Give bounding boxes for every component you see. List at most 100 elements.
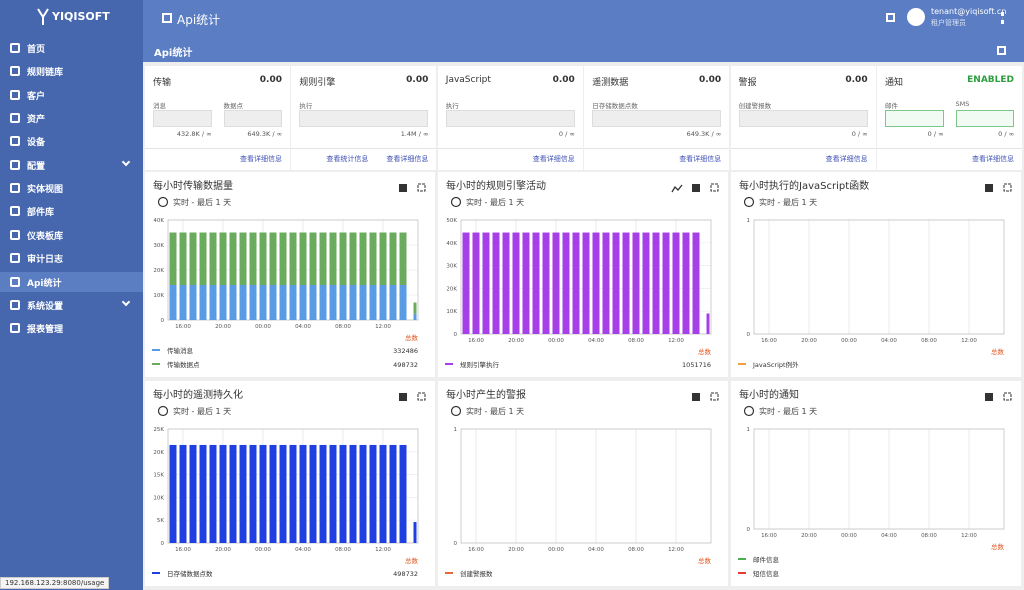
total-label: 总数 <box>405 556 419 565</box>
bar <box>512 232 520 334</box>
bar <box>259 285 267 320</box>
usage-text: 0 / ∞ <box>851 130 868 138</box>
bar-icon <box>985 184 993 192</box>
y-tick-label: 1 <box>747 427 751 433</box>
y-tick-label: 30K <box>153 243 164 249</box>
sidebar-label: 系统设置 <box>27 301 64 312</box>
y-tick-label: 20K <box>153 450 164 456</box>
sidebar-item[interactable]: 部件库 <box>0 201 143 221</box>
sidebar-item[interactable]: 仪表板库 <box>0 225 143 245</box>
usage-bar <box>299 110 429 127</box>
plot-frame <box>753 219 1005 335</box>
bar <box>379 232 387 285</box>
y-tick-label: 10K <box>153 495 164 501</box>
usage-card: 规则引擎 0.00 执行 1.4M / ∞ 查看统计信息 查看详细信息 <box>291 66 437 170</box>
sidebar-item[interactable]: 设备 <box>0 131 143 151</box>
sidebar-icon <box>10 136 20 147</box>
usage-bar <box>738 110 868 127</box>
sidebar-item[interactable]: 报表管理 <box>0 318 143 338</box>
sidebar-item[interactable]: 审计日志 <box>0 248 143 268</box>
sidebar-item[interactable]: 实体视图 <box>0 178 143 198</box>
card-link[interactable]: 查看详细信息 <box>532 155 575 163</box>
card-link[interactable]: 查看详细信息 <box>240 155 282 163</box>
fullscreen-icon <box>417 183 426 192</box>
bar <box>572 232 580 334</box>
x-tick-label: 16:00 <box>175 547 191 553</box>
x-tick-label: 08:00 <box>628 338 644 344</box>
fullscreen-icon <box>1003 183 1012 192</box>
bar <box>622 232 630 334</box>
bar <box>359 285 367 320</box>
bar <box>612 232 620 334</box>
x-tick-label: 04:00 <box>295 324 311 330</box>
bar <box>413 313 417 320</box>
clock-icon <box>743 196 755 208</box>
menu-dots[interactable] <box>1001 12 1004 24</box>
chart-title: 每小时执行的JavaScript函数 <box>739 179 869 192</box>
fullscreen[interactable] <box>886 13 895 22</box>
bar <box>632 232 640 334</box>
fullscreen-icon <box>1003 392 1012 401</box>
card-link[interactable]: 查看统计信息 <box>326 155 369 163</box>
bar <box>189 232 197 285</box>
bar <box>369 232 377 285</box>
card-divider <box>584 148 730 149</box>
sidebar-item[interactable]: Api统计 <box>0 271 143 292</box>
bar <box>319 444 327 543</box>
card-title: 通知 <box>885 78 904 88</box>
status-bar: 192.168.123.29:8080/usage <box>0 577 110 589</box>
avatar[interactable] <box>907 8 925 26</box>
y-tick-label: 0 <box>161 541 165 547</box>
x-tick-label: 16:00 <box>761 533 777 539</box>
sidebar-item[interactable]: 规则链库 <box>0 61 143 81</box>
sidebar-item[interactable]: 配置 <box>0 155 143 175</box>
sidebar-item[interactable]: 资产 <box>0 108 143 128</box>
clock-icon <box>450 405 462 417</box>
sidebar-label: 首页 <box>27 45 46 55</box>
sidebar-label: 审计日志 <box>27 255 64 266</box>
x-tick-label: 08:00 <box>921 533 937 539</box>
card-link[interactable]: 查看详细信息 <box>679 155 722 163</box>
bar-icon <box>985 393 993 401</box>
bar <box>582 232 590 334</box>
page-fullscreen[interactable] <box>997 46 1006 55</box>
x-tick-label: 16:00 <box>468 547 484 553</box>
bar <box>652 232 660 334</box>
x-tick-label: 12:00 <box>668 338 684 344</box>
bar <box>399 444 407 543</box>
item-label: SMS <box>955 100 970 108</box>
card-value: 0.00 <box>698 75 722 85</box>
bar-icon <box>692 184 700 192</box>
bar <box>219 285 227 320</box>
x-tick-label: 16:00 <box>761 338 777 344</box>
x-tick-label: 00:00 <box>841 338 857 344</box>
card-value: 0.00 <box>259 75 282 85</box>
x-tick-label: 00:00 <box>255 324 271 330</box>
sidebar-item[interactable]: 首页 <box>0 38 143 58</box>
y-tick-label: 20K <box>446 286 457 292</box>
chart-title: 每小时的规则引擎活动 <box>446 179 546 192</box>
sidebar-item[interactable]: 客户 <box>0 85 143 105</box>
bar <box>209 444 217 543</box>
legend-label: 短信信息 <box>753 569 780 578</box>
x-tick-label: 04:00 <box>588 547 604 553</box>
chevron <box>121 297 131 307</box>
bar <box>662 232 670 334</box>
bar <box>239 444 247 543</box>
bar <box>309 444 317 543</box>
card-link[interactable]: 查看详细信息 <box>972 155 1014 163</box>
sidebar-item[interactable]: 系统设置 <box>0 295 143 315</box>
usage-text: 0 / ∞ <box>927 130 944 138</box>
bar <box>349 232 357 285</box>
usage-bar <box>885 110 944 127</box>
bar <box>339 444 347 543</box>
card-link[interactable]: 查看详细信息 <box>825 155 868 163</box>
bar <box>413 302 417 314</box>
bar <box>249 444 257 543</box>
card-link[interactable]: 查看详细信息 <box>386 155 429 163</box>
card-value: 0.00 <box>552 75 575 85</box>
topbar-icon <box>162 13 172 23</box>
sidebar-label: Api统计 <box>27 278 62 289</box>
total-label: 总数 <box>405 333 419 342</box>
